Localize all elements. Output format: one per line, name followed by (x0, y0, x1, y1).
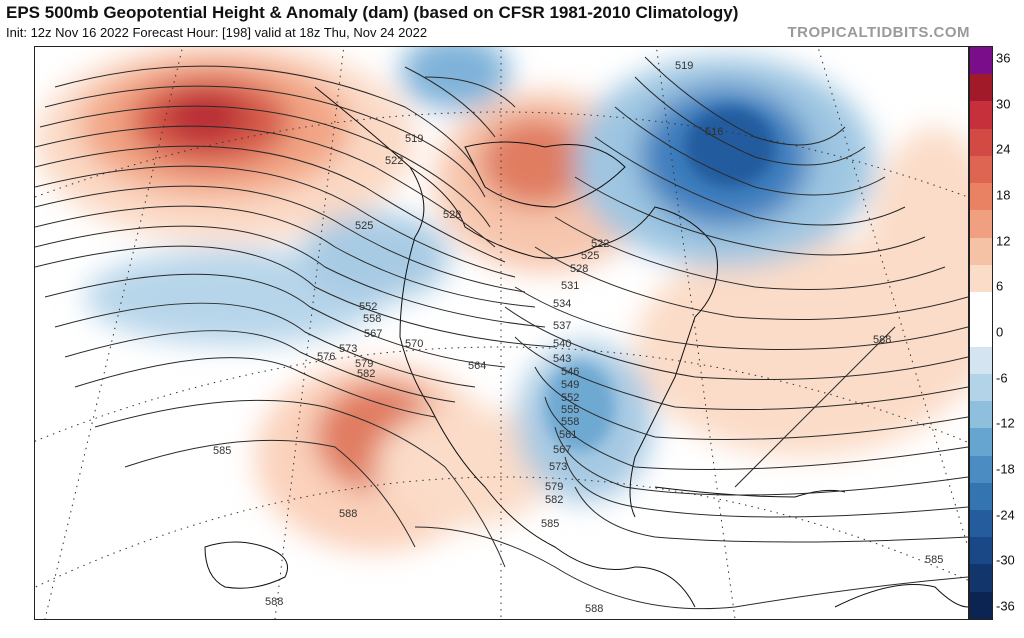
colorbar-bin (970, 292, 992, 320)
contour-label: 585 (541, 518, 559, 530)
contour-label: 522 (385, 155, 403, 167)
contour-label: 549 (561, 379, 579, 391)
colorbar-bin (970, 264, 992, 293)
contour-label: 540 (553, 338, 571, 350)
colorbar-tick: 30 (996, 96, 1011, 112)
colorbar-tick: 0 (996, 324, 1004, 340)
contour-label: 558 (363, 313, 381, 325)
contour-label: 585 (213, 445, 231, 457)
colorbar-bin (970, 591, 992, 619)
site-watermark: TROPICALTIDBITS.COM (787, 24, 970, 41)
contour-label: 546 (561, 366, 579, 378)
colorbar-bin (970, 509, 992, 538)
map-canvas[interactable]: 519 519 516 522 525 528 522 525 528 531 … (35, 47, 968, 619)
contour-label: 579 (545, 481, 563, 493)
contour-label: 564 (468, 360, 486, 372)
contour-label: 522 (591, 238, 609, 250)
contour-label: 573 (549, 461, 567, 473)
contour-label: 585 (925, 554, 943, 566)
contour-label: 552 (359, 301, 377, 313)
colorbar-bin (970, 455, 992, 483)
colorbar-tick: -6 (996, 370, 1008, 386)
contour-label: 558 (561, 416, 579, 428)
negative-anomaly-pacific-nw (300, 212, 450, 302)
colorbar-bin (970, 319, 992, 347)
colorbar-bin (970, 373, 992, 402)
contour-label: 588 (585, 603, 603, 615)
contour-label: 531 (561, 280, 579, 292)
contour-labels: 519 519 516 522 525 528 522 525 528 531 … (213, 60, 943, 615)
contour-label: 525 (581, 250, 599, 262)
colorbar-bin (970, 537, 992, 565)
positive-anomaly-alaska-max (165, 92, 245, 142)
colorbar-bin (970, 128, 992, 156)
colorbar-tick: -12 (996, 415, 1015, 431)
colorbar-bin (970, 346, 992, 374)
colorbar-tick-labels: 36 30 24 18 12 6 0 -6 -12 -18 -24 -30 -36 (996, 46, 1024, 618)
contour-label: 519 (405, 133, 423, 145)
contour-label: 516 (705, 126, 723, 138)
graticule (35, 47, 968, 619)
colorbar-bin (970, 101, 992, 129)
contour-label: 561 (559, 429, 577, 441)
colorbar-bin (970, 237, 992, 265)
contour-label: 582 (357, 368, 375, 380)
height-contours (35, 56, 968, 610)
contour-label: 534 (553, 298, 571, 310)
colorbar-tick: 18 (996, 187, 1011, 203)
colorbar-bin (970, 401, 992, 429)
contour-label: 552 (561, 392, 579, 404)
contour-label: 582 (545, 494, 563, 506)
colorbar-tick: 36 (996, 50, 1011, 66)
contour-label: 528 (443, 209, 461, 221)
anomaly-colorbar (969, 46, 993, 620)
colorbar-bin (970, 210, 992, 238)
negative-anomaly-bering (400, 47, 510, 110)
contour-label: 570 (405, 338, 423, 350)
colorbar-bin (970, 47, 992, 75)
positive-anomaly-subtropics (375, 407, 555, 527)
contour-label: 519 (675, 60, 693, 72)
contour-label: 573 (339, 343, 357, 355)
contour-label: 525 (355, 220, 373, 232)
colorbar-tick: 24 (996, 141, 1011, 157)
contour-label: 555 (561, 404, 579, 416)
land-outlines (204, 86, 968, 608)
colorbar-tick: 6 (996, 278, 1004, 294)
init-forecast-info: Init: 12z Nov 16 2022 Forecast Hour: [19… (6, 25, 428, 40)
positive-anomaly-east-atlantic (865, 127, 968, 407)
contour-label: 528 (570, 263, 588, 275)
chart-title: EPS 500mb Geopotential Height & Anomaly … (6, 3, 739, 22)
contour-label: 579 (355, 358, 373, 370)
negative-anomaly-labrador-max (685, 107, 775, 187)
contour-label: 537 (553, 320, 571, 332)
colorbar-tick: -30 (996, 552, 1015, 568)
contour-label: 576 (317, 351, 335, 363)
colorbar-bin (970, 482, 992, 510)
colorbar-tick: -36 (996, 598, 1015, 614)
colorbar-bin (970, 74, 992, 102)
contour-label: 567 (553, 444, 571, 456)
contour-label: 567 (364, 328, 382, 340)
colorbar-bin (970, 428, 992, 456)
contour-label: 588 (873, 334, 891, 346)
contour-label: 588 (265, 596, 283, 608)
colorbar-tick: -18 (996, 461, 1015, 477)
colorbar-bin (970, 564, 992, 592)
colorbar-tick: 12 (996, 233, 1011, 249)
contour-label: 588 (339, 508, 357, 520)
map-panel[interactable]: 519 519 516 522 525 528 522 525 528 531 … (34, 46, 969, 620)
colorbar-tick: -24 (996, 507, 1015, 523)
colorbar-bin (970, 155, 992, 184)
contour-label: 543 (553, 353, 571, 365)
colorbar-bin (970, 183, 992, 211)
positive-anomaly-hudson-core (480, 117, 590, 207)
